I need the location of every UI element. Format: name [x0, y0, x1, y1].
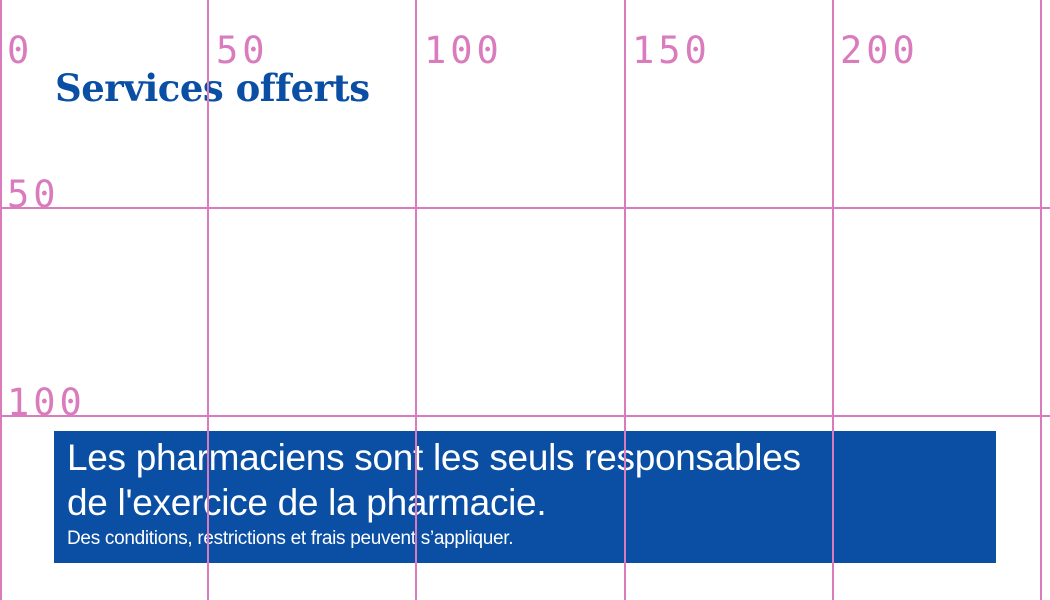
grid-x-label: 100 — [424, 29, 503, 72]
page-title: Services offerts — [55, 66, 370, 110]
grid-line-horizontal — [0, 415, 1050, 417]
pharmacist-notice-banner: Les pharmaciens sont les seuls responsab… — [54, 431, 996, 563]
grid-x-label: 50 — [216, 29, 269, 72]
notice-line-1: Les pharmaciens sont les seuls responsab… — [67, 437, 801, 478]
grid-line-vertical — [0, 0, 2, 600]
grid-x-label: 150 — [632, 29, 711, 72]
grid-y-label: 100 — [7, 381, 86, 424]
grid-x-label: 200 — [840, 29, 919, 72]
grid-line-vertical — [1040, 0, 1042, 600]
grid-line-horizontal — [0, 207, 1050, 209]
grid-x-label: 0 — [7, 29, 34, 72]
grid-y-label: 50 — [7, 173, 60, 216]
notice-line-2: de l'exercice de la pharmacie. — [67, 482, 547, 523]
disclaimer-text: Des conditions, restrictions et frais pe… — [67, 528, 514, 549]
